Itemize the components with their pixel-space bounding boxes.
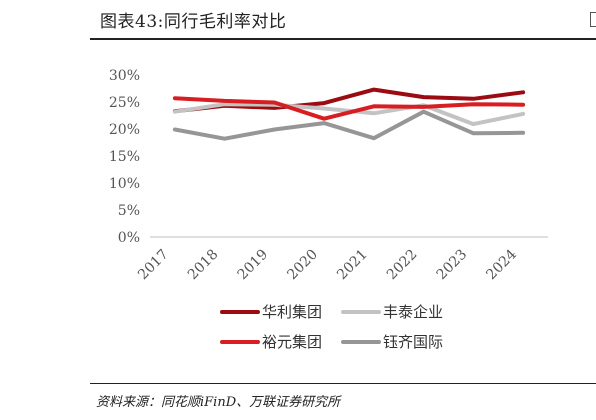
series-line-4 (172, 109, 526, 141)
y-tick-label: 5% (118, 203, 140, 219)
legend-label: 钰齐国际 (383, 333, 443, 351)
x-tick-label: 2017 (135, 247, 172, 284)
y-tick-label: 25% (109, 95, 140, 111)
chart-title: 图表43:同行毛利率对比 (100, 12, 287, 32)
y-tick-label: 10% (109, 176, 140, 192)
x-tick-label: 2020 (284, 247, 321, 284)
y-tick-label: 0% (118, 230, 140, 246)
x-tick-label: 2021 (334, 247, 371, 284)
chart-series (172, 87, 526, 141)
title-bar: 图表43:同行毛利率对比 (90, 0, 596, 40)
x-tick-label: 2018 (185, 247, 222, 284)
line-chart: 0% 5% 10% 15% 20% 25% 30% 2017 2018 2019 2020 2021 2… (109, 68, 548, 351)
source-note: 资料来源：同花顺iFinD、万联证券研究所 (96, 395, 341, 410)
footer-divider (90, 383, 596, 384)
x-tick-label: 2023 (434, 247, 471, 284)
y-tick-label: 15% (109, 149, 140, 165)
y-tick-label: 20% (109, 122, 140, 138)
legend-label: 裕元集团 (262, 333, 322, 351)
x-tick-label: 2022 (384, 247, 421, 284)
legend-label: 华利集团 (262, 303, 322, 321)
legend-label: 丰泰企业 (383, 303, 443, 321)
x-tick-label: 2019 (235, 247, 272, 284)
y-tick-label: 30% (109, 68, 140, 84)
series-line-3 (172, 96, 526, 121)
title-corner-mark (590, 12, 596, 27)
x-tick-label: 2024 (483, 246, 520, 283)
